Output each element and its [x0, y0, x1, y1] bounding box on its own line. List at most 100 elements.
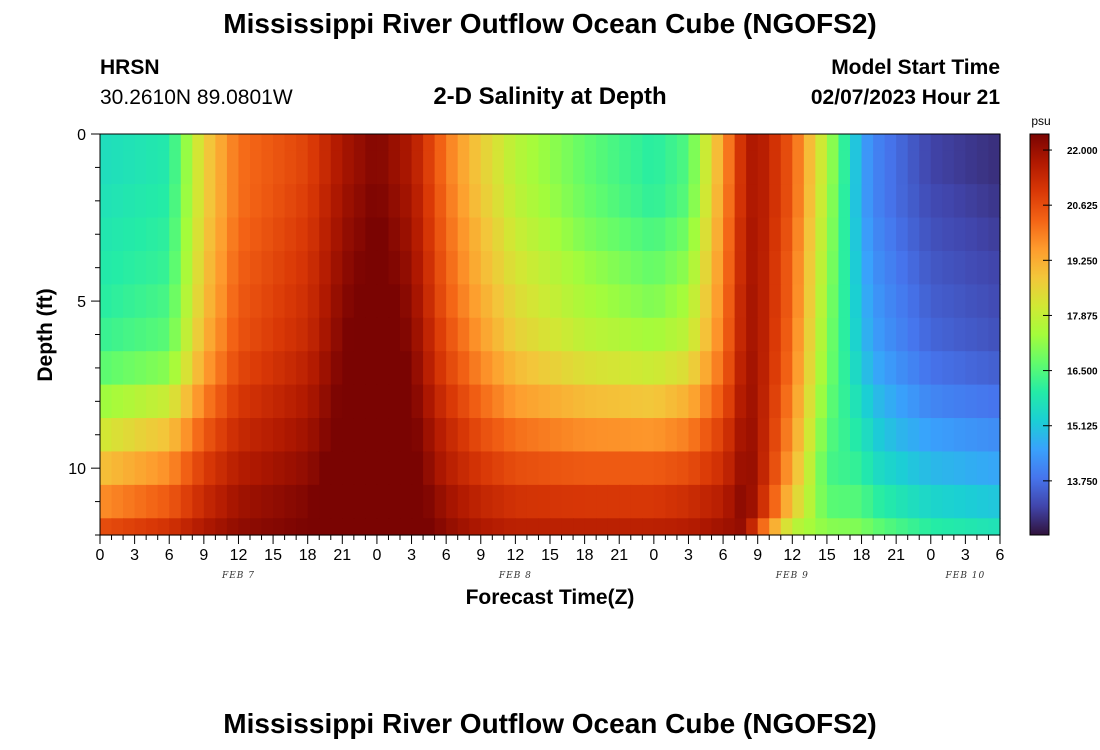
heatmap-cell — [550, 250, 563, 285]
heatmap-cell — [273, 518, 286, 536]
heatmap-cell — [826, 484, 840, 519]
heatmap-cell — [526, 150, 540, 185]
heatmap-cell — [492, 250, 505, 285]
day-label: FEB 10 — [945, 571, 986, 581]
heatmap-cell — [769, 418, 782, 453]
heatmap-cell — [630, 418, 643, 453]
heatmap-cell — [388, 451, 401, 486]
heatmap-cell — [480, 284, 493, 319]
heatmap-cell — [180, 184, 193, 219]
heatmap-cell — [792, 351, 805, 386]
heatmap-cell — [803, 451, 816, 486]
heatmap-cell — [411, 134, 424, 152]
heatmap-cell — [376, 217, 390, 252]
heatmap-cell — [492, 150, 505, 185]
heatmap-cell — [330, 451, 343, 486]
heatmap-cell — [250, 384, 263, 419]
heatmap-cell — [250, 250, 263, 285]
heatmap-cell — [907, 484, 920, 519]
heatmap-cell — [896, 250, 909, 285]
heatmap-cell — [769, 451, 782, 486]
heatmap-cell — [596, 317, 609, 352]
heatmap-cell — [723, 451, 736, 486]
heatmap-cell — [134, 250, 147, 285]
heatmap-cell — [873, 184, 886, 219]
heatmap-cell — [469, 484, 482, 519]
heatmap-cell — [953, 351, 966, 386]
heatmap-cell — [446, 351, 459, 386]
heatmap-cell — [365, 484, 378, 519]
heatmap-cell — [723, 150, 736, 185]
heatmap-cell — [469, 451, 482, 486]
heatmap-cell — [792, 518, 805, 536]
heatmap-cell — [111, 250, 124, 285]
heatmap-cell — [169, 484, 182, 519]
heatmap-cell — [757, 284, 770, 319]
heatmap-cell — [896, 134, 909, 152]
heatmap-cell — [838, 451, 851, 486]
heatmap-cell — [700, 518, 713, 536]
heatmap-cell — [319, 317, 332, 352]
heatmap-cell — [261, 351, 274, 386]
heatmap-cell — [100, 150, 113, 185]
heatmap-cell — [319, 518, 332, 536]
heatmap-cell — [550, 384, 563, 419]
heatmap-cell — [526, 250, 540, 285]
heatmap-cell — [550, 484, 563, 519]
heatmap-cell — [642, 451, 655, 486]
heatmap-cell — [111, 518, 124, 536]
heatmap-cell — [180, 518, 193, 536]
heatmap-cell — [515, 384, 528, 419]
heatmap-cell — [480, 418, 493, 453]
heatmap-cell — [930, 250, 943, 285]
heatmap-cell — [376, 451, 390, 486]
heatmap-cell — [215, 484, 228, 519]
heatmap-cell — [907, 184, 920, 219]
heatmap-cell — [596, 134, 609, 152]
heatmap-cell — [515, 217, 528, 252]
heatmap-cell — [169, 217, 182, 252]
heatmap-cell — [296, 284, 309, 319]
heatmap-cell — [676, 217, 690, 252]
heatmap-cell — [769, 134, 782, 152]
heatmap-cell — [780, 317, 793, 352]
heatmap-cell — [180, 150, 193, 185]
heatmap-cell — [711, 484, 724, 519]
heatmap-cell — [388, 134, 401, 152]
heatmap-cell — [769, 184, 782, 219]
heatmap-cell — [642, 418, 655, 453]
heatmap-cell — [780, 418, 793, 453]
heatmap-cell — [423, 384, 436, 419]
heatmap-cell — [976, 150, 990, 185]
heatmap-cell — [757, 184, 770, 219]
heatmap-cell — [757, 134, 770, 152]
heatmap-cell — [907, 384, 920, 419]
footer-title: Mississippi River Outflow Ocean Cube (NG… — [223, 708, 877, 739]
colorbar-ticks: 22.000 20.625 19.250 17.875 16.500 15.125 13.7… — [1043, 146, 1098, 488]
heatmap-cell — [630, 451, 643, 486]
heatmap-cell — [330, 351, 343, 386]
heatmap-cell — [976, 418, 990, 453]
heatmap-cell — [434, 217, 447, 252]
heatmap-cell — [203, 484, 216, 519]
y-axis: 0 5 10 — [68, 127, 100, 536]
heatmap-cell — [930, 217, 943, 252]
heatmap-cell — [423, 518, 436, 536]
heatmap-cell — [146, 150, 159, 185]
heatmap-cell — [307, 217, 320, 252]
heatmap-cell — [573, 150, 586, 185]
heatmap-cell — [850, 184, 863, 219]
heatmap-cell — [192, 134, 205, 152]
heatmap-cell — [284, 518, 297, 536]
heatmap-cell — [734, 384, 747, 419]
heatmap-cell — [342, 217, 355, 252]
heatmap-cell — [676, 518, 690, 536]
heatmap-cell — [226, 184, 240, 219]
heatmap-cell — [988, 418, 1001, 453]
heatmap-cell — [296, 484, 309, 519]
heatmap-cell — [769, 518, 782, 536]
heatmap-cell — [423, 418, 436, 453]
heatmap-cell — [376, 418, 390, 453]
heatmap-cell — [953, 250, 966, 285]
heatmap-cell — [711, 317, 724, 352]
